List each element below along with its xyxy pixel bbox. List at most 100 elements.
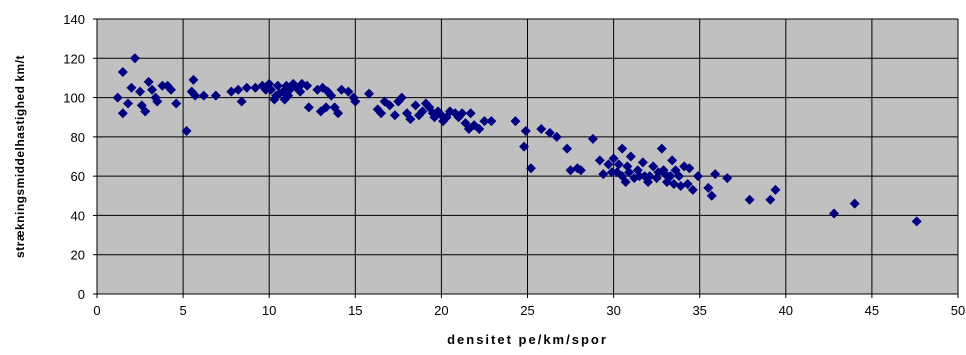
data-point bbox=[479, 116, 490, 127]
x-tick-label: 10 bbox=[262, 303, 276, 318]
data-point bbox=[617, 143, 628, 154]
data-point bbox=[303, 102, 314, 113]
data-point bbox=[171, 98, 182, 109]
data-point bbox=[829, 208, 840, 219]
data-point bbox=[410, 100, 421, 111]
data-point bbox=[606, 167, 617, 178]
data-point bbox=[181, 125, 192, 136]
x-tick-label: 0 bbox=[93, 303, 100, 318]
data-point bbox=[384, 100, 395, 111]
data-point bbox=[703, 182, 714, 193]
data-point bbox=[667, 155, 678, 166]
data-point bbox=[648, 161, 659, 172]
data-point bbox=[765, 194, 776, 205]
data-point bbox=[295, 86, 306, 97]
data-point bbox=[706, 190, 717, 201]
data-point bbox=[190, 90, 201, 101]
data-point bbox=[350, 96, 361, 107]
data-point bbox=[722, 173, 733, 184]
data-point bbox=[117, 108, 128, 119]
data-point bbox=[233, 84, 244, 95]
data-point bbox=[112, 92, 123, 103]
gridlines bbox=[97, 18, 959, 294]
data-point bbox=[417, 106, 428, 117]
y-tick-label: 60 bbox=[71, 169, 85, 184]
data-point bbox=[333, 108, 344, 119]
data-point bbox=[594, 155, 605, 166]
data-point bbox=[389, 110, 400, 121]
x-tick-label: 5 bbox=[179, 303, 186, 318]
axes bbox=[93, 18, 959, 298]
data-point bbox=[152, 96, 163, 107]
x-tick-label: 35 bbox=[692, 303, 706, 318]
data-point bbox=[486, 116, 497, 127]
data-point bbox=[364, 88, 375, 99]
data-point bbox=[624, 167, 635, 178]
data-point bbox=[236, 96, 247, 107]
data-point bbox=[457, 108, 468, 119]
data-point bbox=[460, 118, 471, 129]
data-point bbox=[326, 90, 337, 101]
data-point bbox=[376, 108, 387, 119]
data-point bbox=[536, 124, 547, 134]
data-point bbox=[188, 74, 199, 85]
data-point bbox=[637, 157, 648, 168]
data-point bbox=[241, 82, 252, 93]
data-point bbox=[665, 171, 676, 182]
data-point bbox=[598, 169, 609, 180]
y-tick-label: 20 bbox=[71, 248, 85, 263]
data-point bbox=[525, 163, 536, 174]
y-tick-label: 40 bbox=[71, 208, 85, 223]
data-point bbox=[157, 80, 168, 91]
data-point bbox=[575, 165, 586, 176]
data-point bbox=[608, 153, 619, 164]
data-point bbox=[620, 177, 631, 188]
data-point bbox=[849, 198, 860, 209]
y-tick-label: 100 bbox=[63, 91, 85, 106]
x-tick-label: 40 bbox=[779, 303, 793, 318]
data-point bbox=[692, 171, 703, 182]
data-point bbox=[126, 82, 137, 93]
x-tick-label: 30 bbox=[606, 303, 620, 318]
y-tick-label: 80 bbox=[71, 130, 85, 145]
data-point bbox=[302, 80, 313, 91]
x-tick-labels: 0 5 10 15 20 25 30 35 40 45 50 bbox=[93, 303, 965, 318]
data-point bbox=[656, 143, 667, 154]
data-point bbox=[147, 84, 158, 95]
data-point bbox=[250, 82, 261, 93]
data-point bbox=[744, 194, 755, 205]
data-point bbox=[143, 76, 154, 87]
data-point bbox=[519, 141, 530, 152]
y-tick-label: 120 bbox=[63, 51, 85, 66]
data-point bbox=[405, 114, 416, 125]
data-point bbox=[117, 67, 128, 78]
data-point bbox=[198, 90, 209, 101]
x-tick-label: 15 bbox=[348, 303, 362, 318]
data-point bbox=[587, 133, 598, 144]
data-point bbox=[129, 53, 140, 64]
data-point bbox=[544, 127, 555, 138]
data-point bbox=[122, 98, 133, 109]
data-point bbox=[625, 151, 636, 162]
data-point bbox=[321, 102, 332, 113]
data-point bbox=[551, 131, 562, 142]
data-point bbox=[474, 124, 485, 134]
data-point bbox=[135, 86, 146, 97]
data-points bbox=[112, 53, 922, 227]
y-axis-label: strækningsmiddelhastighed km/t bbox=[13, 55, 27, 258]
data-point bbox=[210, 90, 221, 101]
data-point bbox=[140, 106, 151, 117]
data-point bbox=[520, 125, 531, 136]
data-point bbox=[603, 159, 614, 170]
data-point bbox=[465, 108, 476, 119]
y-tick-labels: 0 20 40 60 80 100 120 140 bbox=[63, 12, 85, 302]
data-point bbox=[343, 86, 354, 97]
data-point bbox=[265, 84, 276, 95]
data-point bbox=[682, 179, 693, 189]
data-point bbox=[272, 80, 283, 91]
data-point bbox=[911, 216, 922, 227]
data-point bbox=[166, 84, 177, 95]
data-point bbox=[396, 92, 407, 103]
x-tick-label: 45 bbox=[865, 303, 879, 318]
